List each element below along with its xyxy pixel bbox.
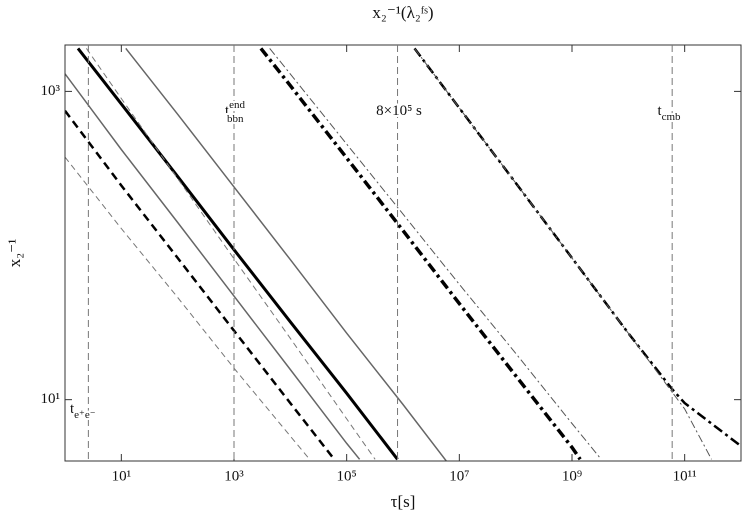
series-line	[125, 47, 448, 461]
x-tick-label: 10⁹	[562, 468, 582, 484]
annotation: tend bbn	[225, 99, 246, 125]
series-line	[65, 156, 310, 460]
series-line	[85, 48, 376, 460]
x-tick-label: 10⁷	[449, 468, 469, 484]
annotation-sub: bbn	[227, 113, 244, 125]
y-axis-label: x₂⁻¹	[5, 239, 24, 268]
annotation-text: t	[70, 401, 75, 417]
y-tick-label: 10³	[41, 83, 61, 99]
annotation-text: 8×10⁵ s	[376, 103, 422, 119]
annotation-sup: end	[229, 99, 245, 111]
annotation-sub: cmb	[662, 111, 681, 123]
plot-area	[65, 47, 741, 461]
series-line	[413, 47, 741, 448]
plot-frame	[64, 44, 742, 462]
y-tick-label: 10¹	[41, 391, 61, 407]
annotation-sub: e⁺e⁻	[74, 409, 96, 421]
series-line	[65, 109, 336, 461]
x-axis-label: τ[s]	[391, 492, 416, 511]
series-line	[65, 73, 361, 460]
x-tick-label: 10⁵	[337, 468, 357, 484]
x-tick-label: 10¹	[112, 468, 132, 484]
annotation-text: t	[225, 103, 230, 119]
x-tick-label: 10³	[224, 468, 244, 484]
series-line	[269, 48, 602, 460]
series-line	[414, 48, 712, 460]
annotation: te⁺e⁻	[70, 401, 96, 420]
annotation-text: t	[657, 103, 662, 119]
x-tick-label: 10¹¹	[673, 468, 697, 484]
annotation: tcmb	[657, 103, 681, 122]
annotation: 8×10⁵ s	[376, 103, 422, 119]
series-line	[259, 47, 582, 461]
chart-title: x₂⁻¹(λ₂ᶠˢ)	[372, 3, 433, 22]
